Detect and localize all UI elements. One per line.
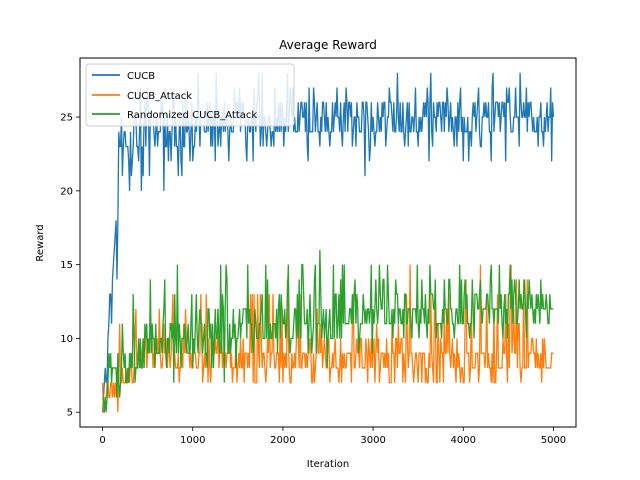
y-tick-label: 15	[60, 260, 73, 271]
y-tick-label: 5	[67, 408, 73, 419]
legend: CUCB CUCB_Attack Randomized CUCB_Attack	[85, 63, 295, 127]
x-tick-label: 0	[99, 435, 105, 446]
series-line-0	[101, 72, 555, 413]
series-layer	[101, 72, 555, 413]
y-axis-title: Reward	[35, 224, 46, 261]
legend-label-cucb: CUCB	[127, 71, 155, 82]
legend-label-cucb-attack: CUCB_Attack	[127, 91, 192, 102]
x-tick-label: 1000	[180, 435, 205, 446]
y-tick-label: 10	[60, 334, 73, 345]
chart-title: Average Reward	[279, 38, 377, 52]
legend-box	[85, 63, 295, 127]
x-tick-label: 4000	[451, 435, 476, 446]
x-tick-label: 2000	[270, 435, 295, 446]
x-axis-title: Iteration	[307, 459, 349, 470]
x-tick-label: 3000	[360, 435, 385, 446]
series-line-2	[102, 249, 554, 413]
x-tick-label: 5000	[541, 435, 566, 446]
y-tick-label: 25	[60, 113, 73, 124]
y-tick-label: 20	[60, 186, 73, 197]
ticks-layer: 0 1000 2000 3000 4000 5000 5 10 15 20 25	[60, 113, 566, 446]
legend-label-randomized-cucb-attack: Randomized CUCB_Attack	[127, 110, 257, 121]
axes-frame	[79, 57, 577, 428]
